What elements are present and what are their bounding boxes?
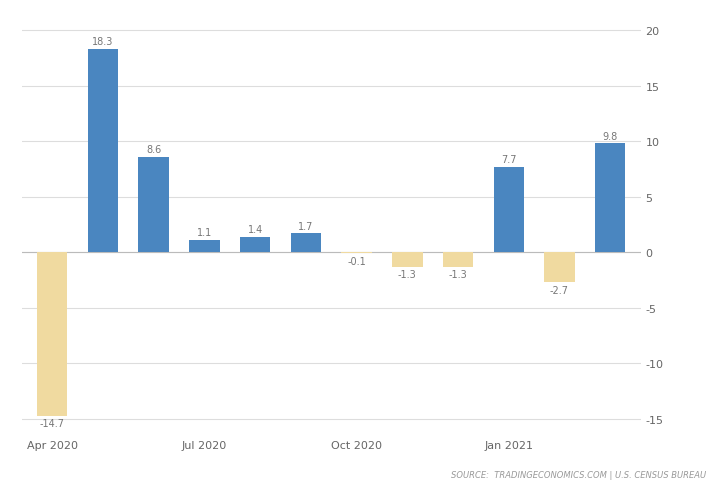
Text: 8.6: 8.6 xyxy=(146,145,162,155)
Text: -1.3: -1.3 xyxy=(448,270,467,280)
Bar xyxy=(138,157,169,253)
Text: -1.3: -1.3 xyxy=(398,270,416,280)
Text: 7.7: 7.7 xyxy=(501,155,516,165)
Bar xyxy=(392,253,422,267)
Bar xyxy=(240,237,270,253)
Bar xyxy=(443,253,473,267)
Bar xyxy=(88,50,118,253)
Bar xyxy=(545,253,574,283)
Text: 1.4: 1.4 xyxy=(248,225,263,234)
Bar xyxy=(37,253,68,416)
Text: SOURCE:  TRADINGECONOMICS.COM | U.S. CENSUS BUREAU: SOURCE: TRADINGECONOMICS.COM | U.S. CENS… xyxy=(451,470,706,479)
Text: 18.3: 18.3 xyxy=(92,37,114,47)
Text: -2.7: -2.7 xyxy=(550,286,569,295)
Bar xyxy=(595,144,625,253)
Text: -0.1: -0.1 xyxy=(347,257,366,267)
Text: 1.7: 1.7 xyxy=(298,221,314,231)
Bar xyxy=(494,167,524,253)
Text: 9.8: 9.8 xyxy=(603,132,618,141)
Bar xyxy=(290,234,321,253)
Bar xyxy=(341,253,372,254)
Text: 1.1: 1.1 xyxy=(197,228,212,238)
Text: -14.7: -14.7 xyxy=(40,419,65,428)
Bar xyxy=(189,241,220,253)
